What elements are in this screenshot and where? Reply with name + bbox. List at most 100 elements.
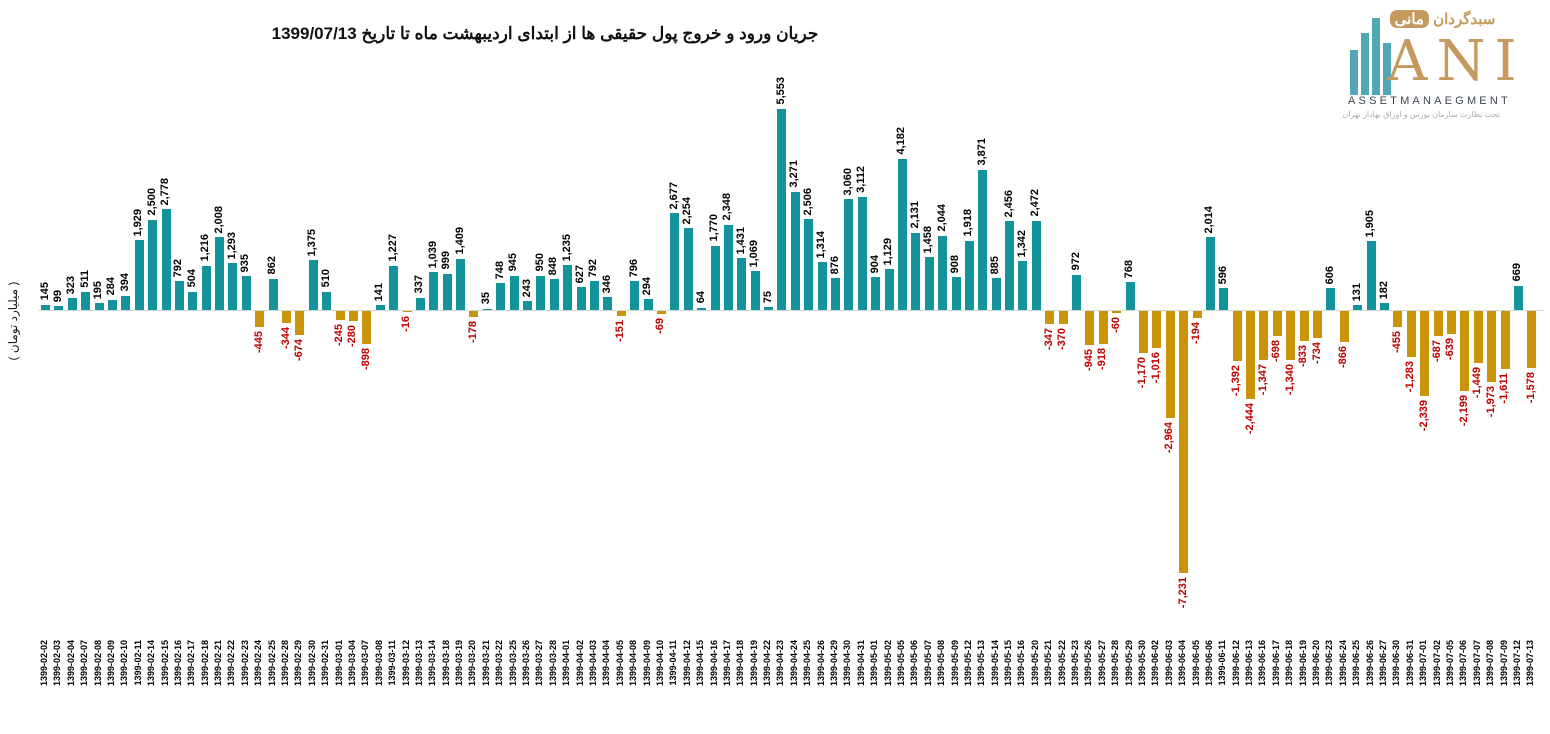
logo-bar-icon bbox=[1350, 50, 1358, 95]
x-axis-date-label: 1399-04-18 bbox=[735, 640, 746, 687]
x-axis-date-label: 1399-04-15 bbox=[695, 640, 706, 687]
bar bbox=[41, 304, 50, 310]
bar bbox=[589, 281, 599, 310]
x-axis-date-label: 1399-03-20 bbox=[467, 640, 478, 687]
bar-value-label: 99 bbox=[51, 290, 64, 303]
bar-value-label: -734 bbox=[1310, 341, 1323, 364]
bar bbox=[1299, 311, 1309, 342]
bar-value-label: 1,431 bbox=[734, 226, 747, 255]
bar-value-label: 2,677 bbox=[667, 181, 680, 210]
bar-value-label: -2,199 bbox=[1457, 394, 1470, 426]
bar-value-label: 596 bbox=[1216, 266, 1229, 285]
x-axis-date-label: 1399-02-10 bbox=[119, 640, 130, 687]
bar bbox=[1500, 311, 1510, 370]
x-axis-date-label: 1399-04-16 bbox=[708, 640, 719, 687]
x-axis-date-label: 1399-04-23 bbox=[775, 640, 786, 687]
x-axis-date-label: 1399-05-02 bbox=[882, 640, 893, 687]
bar-value-label: -245 bbox=[333, 323, 346, 346]
x-axis-date-label: 1399-05-28 bbox=[1110, 640, 1121, 687]
bar-value-label: 885 bbox=[989, 255, 1002, 274]
x-axis-date-label: 1399-03-07 bbox=[360, 640, 371, 687]
bar-value-label: -178 bbox=[466, 321, 479, 344]
bar-value-label: 2,456 bbox=[1002, 189, 1015, 218]
bar-value-label: 510 bbox=[319, 269, 332, 288]
bar bbox=[911, 232, 921, 310]
bar-value-label: -1,283 bbox=[1404, 361, 1417, 393]
bar bbox=[482, 308, 492, 310]
x-axis-date-label: 1399-06-31 bbox=[1404, 640, 1415, 687]
bar bbox=[389, 265, 399, 310]
bar bbox=[308, 260, 318, 310]
x-axis-date-label: 1399-03-11 bbox=[387, 640, 398, 686]
x-axis-date-label: 1399-06-16 bbox=[1257, 640, 1268, 687]
bar-value-label: 182 bbox=[1377, 281, 1390, 300]
bar-value-label: 195 bbox=[92, 280, 105, 299]
bar-value-label: -1,347 bbox=[1256, 363, 1269, 395]
bar bbox=[1005, 221, 1015, 310]
bar bbox=[1513, 285, 1523, 310]
bar bbox=[107, 299, 117, 310]
x-axis-date-label: 1399-07-07 bbox=[1471, 640, 1482, 687]
x-axis-date-label: 1399-03-27 bbox=[534, 640, 545, 687]
x-axis-date-label: 1399-04-03 bbox=[587, 640, 598, 687]
x-axis-date-label: 1399-05-27 bbox=[1096, 640, 1107, 687]
x-axis-date-label: 1399-05-13 bbox=[976, 640, 987, 687]
bar-value-label: -69 bbox=[654, 317, 667, 334]
bar-value-label: -194 bbox=[1190, 322, 1203, 345]
bar-value-label: 792 bbox=[587, 258, 600, 278]
x-axis-date-label: 1399-02-31 bbox=[320, 640, 331, 687]
x-axis-date-label: 1399-02-23 bbox=[239, 640, 250, 687]
bar-value-label: 1,375 bbox=[306, 228, 319, 257]
bar-value-label: 945 bbox=[507, 253, 520, 272]
bar-value-label: 3,271 bbox=[788, 160, 801, 188]
logo-building-bars-icon bbox=[1350, 5, 1405, 95]
bar bbox=[1138, 311, 1148, 354]
x-axis-date-label: 1399-04-26 bbox=[815, 640, 826, 687]
bar-value-label: 294 bbox=[641, 277, 654, 296]
x-axis-date-label: 1399-05-21 bbox=[1043, 640, 1054, 687]
bar bbox=[282, 311, 292, 324]
bar bbox=[1326, 288, 1336, 310]
x-axis-date-label: 1399-02-15 bbox=[159, 640, 170, 687]
bar bbox=[831, 278, 840, 310]
bar-value-label: 1,216 bbox=[199, 234, 212, 262]
bar-value-label: 1,235 bbox=[560, 233, 573, 262]
x-axis-date-label: 1399-05-14 bbox=[989, 640, 1000, 687]
x-axis-date-label: 1399-07-05 bbox=[1444, 640, 1455, 687]
bar-value-label: 2,778 bbox=[159, 177, 171, 206]
bar-value-label: 2,348 bbox=[721, 193, 734, 221]
x-axis-date-label: 1399-03-28 bbox=[547, 640, 558, 687]
bar-value-label: 999 bbox=[440, 251, 453, 270]
bar-value-label: 504 bbox=[185, 269, 198, 288]
bar bbox=[496, 282, 506, 310]
bar-value-label: 2,500 bbox=[145, 187, 158, 216]
bar bbox=[362, 311, 372, 344]
bar bbox=[563, 265, 573, 310]
bar-value-label: -1,170 bbox=[1136, 357, 1149, 389]
bar-value-label: 2,044 bbox=[935, 204, 948, 233]
x-axis-date-label: 1399-03-26 bbox=[521, 640, 532, 687]
bar-value-label: -898 bbox=[359, 347, 372, 370]
bar-value-label: 1,129 bbox=[882, 237, 895, 266]
bar-value-label: -1,392 bbox=[1230, 365, 1243, 397]
bar-value-label: 768 bbox=[1123, 259, 1136, 279]
x-axis-date-label: 1399-04-10 bbox=[654, 640, 665, 687]
x-axis-date-label: 1399-06-12 bbox=[1230, 640, 1241, 687]
bar bbox=[951, 277, 961, 310]
bar bbox=[1165, 311, 1175, 419]
x-axis-date-label: 1399-02-07 bbox=[79, 640, 90, 687]
bar bbox=[1072, 274, 1082, 310]
bar bbox=[456, 258, 466, 310]
brand-logo: سبدگردان مانی ANI ASSETMANAEGMENT تحت نظ… bbox=[1340, 5, 1550, 135]
x-axis-date-label: 1399-03-25 bbox=[507, 640, 518, 687]
bar bbox=[121, 295, 131, 310]
bar-value-label: -1,578 bbox=[1524, 372, 1537, 404]
x-axis-date-label: 1399-02-11 bbox=[132, 640, 143, 686]
bar bbox=[1313, 311, 1323, 338]
x-axis-date-label: 1399-05-15 bbox=[1003, 640, 1014, 687]
bar bbox=[1205, 237, 1215, 310]
x-axis-date-label: 1399-07-12 bbox=[1511, 640, 1522, 687]
x-axis-date-label: 1399-05-12 bbox=[962, 640, 973, 687]
bar-value-label: 606 bbox=[1323, 265, 1336, 285]
